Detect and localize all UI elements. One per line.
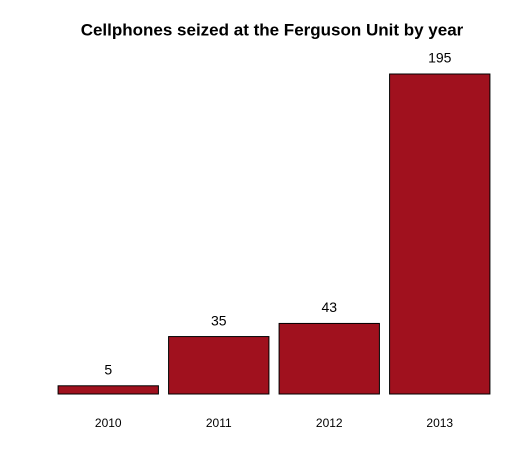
bar (278, 322, 380, 395)
x-tick-label: 2012 (316, 416, 343, 430)
value-label: 35 (211, 312, 227, 328)
bar (57, 385, 159, 395)
bar (168, 336, 270, 395)
value-label: 43 (321, 299, 337, 315)
bar (389, 73, 491, 395)
x-tick-label: 2011 (206, 416, 232, 430)
x-tick-label: 2010 (95, 416, 122, 430)
chart-title: Cellphones seized at the Ferguson Unit b… (81, 20, 464, 39)
value-label: 5 (104, 361, 112, 377)
x-tick-label: 2013 (426, 416, 453, 430)
value-label: 195 (428, 50, 452, 66)
